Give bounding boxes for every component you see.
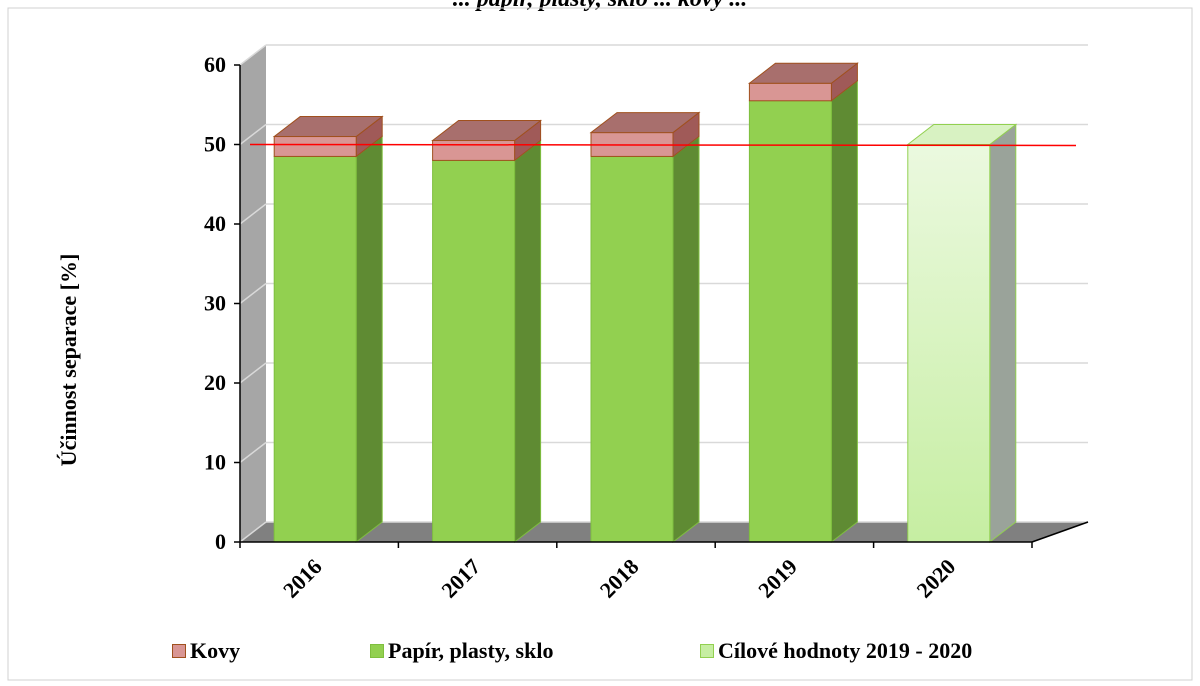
y-tick-label: 50 — [204, 132, 226, 157]
x-tick-label: 2016 — [278, 554, 327, 603]
legend: Kovy Papír, plasty, sklo Cílové hodnoty … — [160, 638, 1120, 670]
legend-swatch-papir — [370, 644, 384, 658]
chart-title: ... papír, plasty, sklo ... kovy ... — [0, 0, 1200, 13]
y-tick-label: 30 — [204, 291, 226, 316]
y-tick-label: 10 — [204, 450, 226, 475]
gridline-diagonal — [239, 123, 267, 146]
x-tick-label: 2017 — [436, 554, 485, 603]
reference-line — [249, 143, 1077, 147]
y-tick-label: 60 — [204, 52, 226, 77]
bars-group — [272, 62, 1018, 544]
bar-kovy-2017 — [432, 140, 516, 161]
legend-item-target: Cílové hodnoty 2019 - 2020 — [700, 638, 972, 664]
legend-swatch-kovy — [172, 644, 186, 658]
legend-item-kovy: Kovy — [172, 638, 240, 664]
y-tick-label: 0 — [215, 529, 226, 554]
gridline-diagonal — [239, 362, 267, 384]
bar-papir-2016 — [273, 155, 357, 543]
bar-papir-2019-side — [830, 79, 858, 544]
y-tick-label: 40 — [204, 211, 226, 236]
x-axis-depth-line — [1031, 521, 1089, 543]
legend-swatch-target — [700, 644, 714, 658]
bar-kovy-2016 — [273, 136, 357, 157]
bar-papir-2018-side — [672, 135, 700, 544]
bar-kovy-2018-top — [589, 112, 701, 134]
bar-papir-2019 — [748, 100, 832, 543]
gridline-diagonal — [239, 44, 267, 66]
gridline-diagonal — [239, 521, 267, 543]
bar-kovy-2019-top — [747, 62, 859, 84]
y-tick-label: 20 — [204, 370, 226, 395]
legend-item-papir: Papír, plasty, sklo — [370, 638, 553, 664]
bar-target-2020-top — [906, 124, 1018, 145]
x-tick-label: 2019 — [753, 554, 802, 603]
y-axis-title: Účinnost separace [%] — [56, 254, 81, 467]
bar-target-2020 — [907, 144, 991, 543]
x-tick-label: 2020 — [912, 554, 961, 603]
legend-label-kovy: Kovy — [190, 638, 241, 663]
chart-border — [7, 7, 1193, 681]
gridline-diagonal — [239, 441, 267, 464]
bar-papir-2017-side — [514, 139, 542, 544]
gridline-diagonal — [239, 282, 267, 305]
bar-kovy-2017-top — [431, 120, 543, 142]
gridline-diagonal — [239, 203, 267, 225]
bar-kovy-2016-top — [272, 116, 384, 138]
legend-label-papir: Papír, plasty, sklo — [388, 638, 554, 663]
bar-papir-2018 — [590, 155, 674, 543]
reference-line-group — [249, 143, 1077, 147]
bar-papir-2016-side — [355, 135, 383, 544]
bar-kovy-2019 — [748, 82, 832, 102]
bar-papir-2017 — [432, 159, 516, 543]
x-tick-label: 2018 — [595, 554, 644, 603]
bar-target-2020-side — [989, 123, 1017, 544]
legend-label-target: Cílové hodnoty 2019 - 2020 — [718, 638, 973, 663]
